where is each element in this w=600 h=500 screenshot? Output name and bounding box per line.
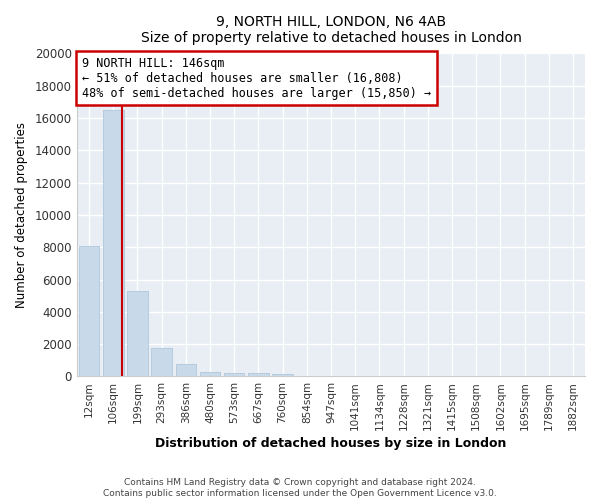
Text: 9 NORTH HILL: 146sqm
← 51% of detached houses are smaller (16,808)
48% of semi-d: 9 NORTH HILL: 146sqm ← 51% of detached h… [82, 56, 431, 100]
Y-axis label: Number of detached properties: Number of detached properties [15, 122, 28, 308]
Text: Contains HM Land Registry data © Crown copyright and database right 2024.
Contai: Contains HM Land Registry data © Crown c… [103, 478, 497, 498]
Bar [224, 373, 244, 376]
Bar [272, 374, 293, 376]
Bar [248, 373, 269, 376]
Bar [103, 110, 124, 376]
X-axis label: Distribution of detached houses by size in London: Distribution of detached houses by size … [155, 437, 506, 450]
Title: 9, NORTH HILL, LONDON, N6 4AB
Size of property relative to detached houses in Lo: 9, NORTH HILL, LONDON, N6 4AB Size of pr… [140, 15, 521, 45]
Bar [79, 246, 100, 376]
Bar [200, 372, 220, 376]
Bar [127, 291, 148, 376]
Bar [151, 348, 172, 376]
Bar [176, 364, 196, 376]
